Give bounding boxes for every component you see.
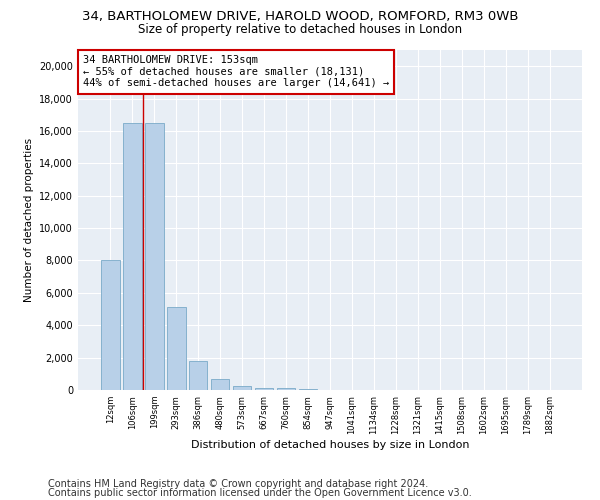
Bar (299, 389, 317, 390)
Y-axis label: Number of detached properties: Number of detached properties (24, 138, 34, 302)
Text: 34, BARTHOLOMEW DRIVE, HAROLD WOOD, ROMFORD, RM3 0WB: 34, BARTHOLOMEW DRIVE, HAROLD WOOD, ROMF… (82, 10, 518, 23)
Bar (167, 308, 185, 390)
Bar (123, 123, 142, 390)
Bar (233, 386, 251, 390)
X-axis label: Distribution of detached houses by size in London: Distribution of detached houses by size … (191, 440, 469, 450)
Text: Contains public sector information licensed under the Open Government Licence v3: Contains public sector information licen… (48, 488, 472, 498)
Text: Contains HM Land Registry data © Crown copyright and database right 2024.: Contains HM Land Registry data © Crown c… (48, 479, 428, 489)
Bar (101, 260, 119, 390)
Bar (189, 361, 208, 390)
Bar (145, 123, 164, 390)
Bar (277, 388, 295, 390)
Bar (211, 380, 229, 390)
Text: 34 BARTHOLOMEW DRIVE: 153sqm
← 55% of detached houses are smaller (18,131)
44% o: 34 BARTHOLOMEW DRIVE: 153sqm ← 55% of de… (83, 55, 389, 88)
Bar (255, 388, 274, 390)
Text: Size of property relative to detached houses in London: Size of property relative to detached ho… (138, 22, 462, 36)
